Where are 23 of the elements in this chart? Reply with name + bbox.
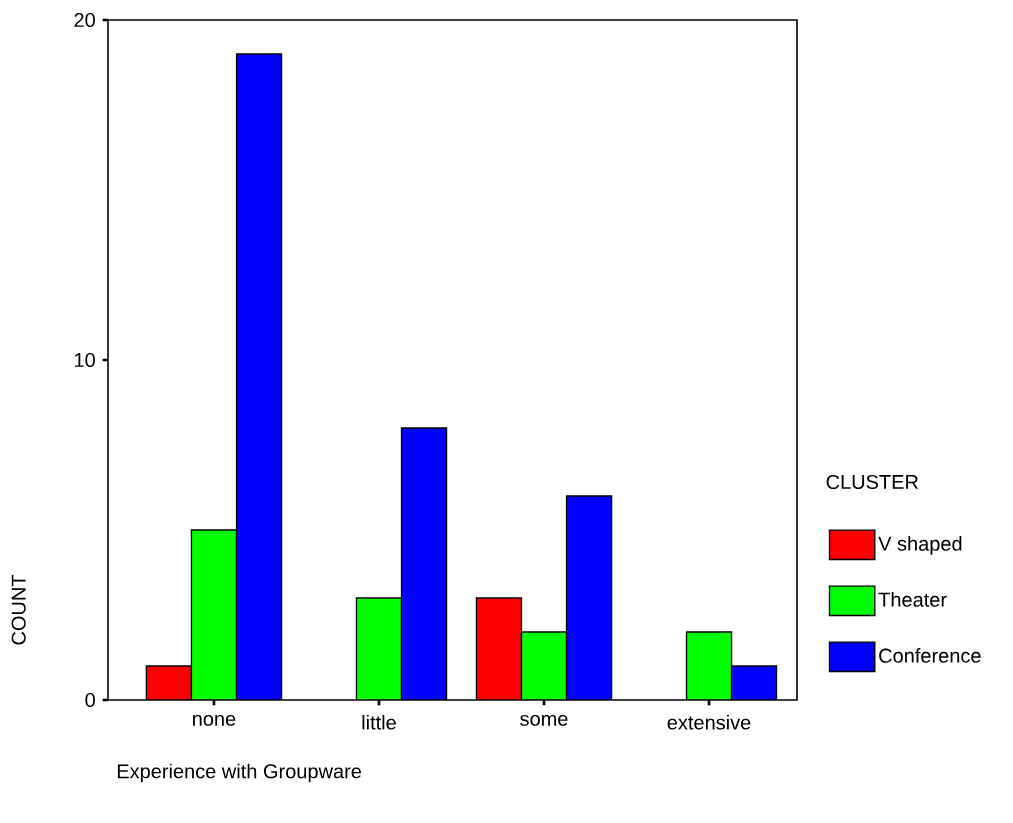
- bar: [685, 631, 733, 700]
- bar: [730, 665, 778, 700]
- x-tick-label: none: [193, 714, 236, 726]
- x-tick-label: little: [362, 714, 396, 730]
- y-tick-label: 0: [85, 692, 95, 708]
- y-tick-label: 20: [74, 12, 95, 28]
- y-tick-label: 10: [75, 352, 95, 368]
- x-tick-label: some: [520, 714, 568, 726]
- bar: [400, 427, 448, 700]
- bar: [475, 597, 523, 700]
- bar: [235, 53, 283, 700]
- legend-title: CLUSTER: [826, 474, 919, 490]
- legend-label: Conference: [879, 648, 981, 663]
- legend-label: Theater: [878, 592, 947, 607]
- legend-label: V shaped: [878, 536, 962, 555]
- x-tick-label: extensive: [667, 714, 751, 730]
- y-axis-title: COUNT: [11, 574, 26, 645]
- bar: [145, 665, 193, 700]
- bar: [355, 597, 403, 700]
- bar: [565, 495, 613, 700]
- bar: [520, 631, 568, 700]
- x-axis-title: Experience with Groupware: [117, 763, 361, 783]
- bar: [190, 529, 238, 700]
